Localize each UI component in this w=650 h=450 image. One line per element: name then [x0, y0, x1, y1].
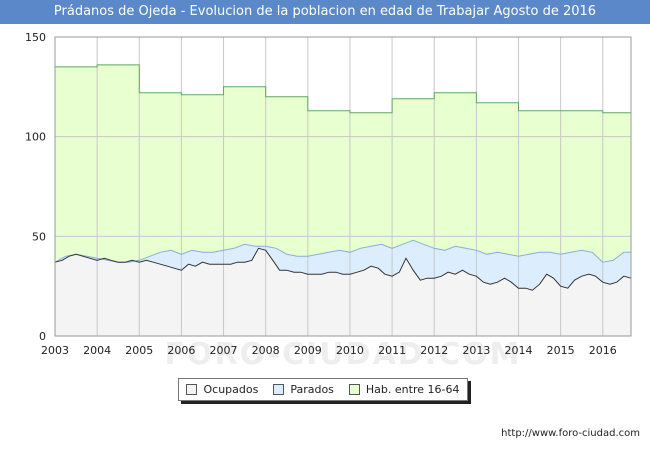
- x-tick-label: 2011: [378, 344, 406, 357]
- legend-label-parados: Parados: [290, 383, 334, 396]
- y-tick-label: 100: [25, 131, 46, 144]
- legend-label-habitantes: Hab. entre 16-64: [365, 383, 460, 396]
- x-tick-label: 2015: [547, 344, 575, 357]
- x-tick-label: 2004: [83, 344, 111, 357]
- legend-swatch-ocupados: [186, 384, 198, 395]
- line-ocupados: [54, 247, 632, 291]
- legend-item-habitantes: Hab. entre 16-64: [348, 383, 460, 396]
- series-areas: [55, 64, 631, 337]
- x-tick-label: 2006: [167, 344, 195, 357]
- x-tick-label: 2009: [294, 344, 322, 357]
- x-tick-label: 2016: [589, 344, 617, 357]
- y-tick-label: 150: [25, 31, 46, 44]
- legend-item-ocupados: Ocupados: [186, 383, 258, 396]
- area-ocupados: [55, 248, 631, 336]
- x-tick-label: 2010: [336, 344, 364, 357]
- legend-item-parados: Parados: [273, 383, 334, 396]
- y-tick-label: 0: [39, 330, 46, 343]
- x-tick-label: 2005: [125, 344, 153, 357]
- y-axis-ticks: 0 50 100 150: [25, 31, 46, 343]
- line-habitantes: [55, 64, 631, 114]
- chart-title: Prádanos de Ojeda - Evolucion de la pobl…: [0, 0, 650, 24]
- x-tick-label: 2014: [504, 344, 532, 357]
- line-parados: [54, 239, 631, 263]
- legend-swatch-habitantes: [348, 384, 360, 395]
- legend: Ocupados Parados Hab. entre 16-64: [178, 378, 468, 401]
- x-tick-label: 2007: [210, 344, 238, 357]
- x-tick-label: 2003: [41, 344, 69, 357]
- series-lines: [54, 64, 632, 291]
- x-tick-label: 2012: [420, 344, 448, 357]
- footer-url[interactable]: http://www.foro-ciudad.com: [501, 428, 640, 439]
- legend-swatch-parados: [273, 384, 285, 395]
- watermark-text: FORO-CIUDAD.COM: [165, 337, 522, 372]
- y-tick-label: 50: [32, 230, 46, 243]
- x-axis-ticks: 2003 2004 2005 2006 2007 2008 2009 2010 2011 2012…: [41, 344, 617, 357]
- x-tick-label: 2013: [462, 344, 490, 357]
- plot-frame: [54, 36, 632, 337]
- legend-label-ocupados: Ocupados: [203, 383, 259, 396]
- x-tick-label: 2008: [252, 344, 280, 357]
